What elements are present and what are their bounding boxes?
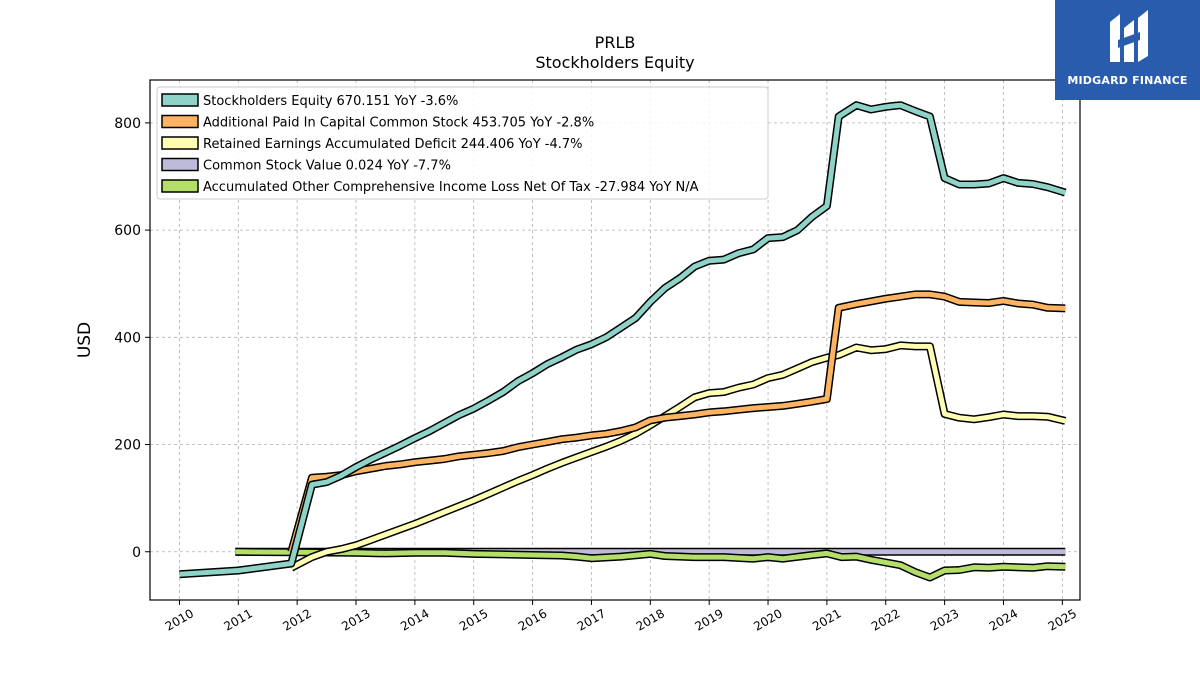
x-tick-label: 2020 xyxy=(751,606,784,633)
legend-swatch xyxy=(161,136,199,150)
y-tick-label: 600 xyxy=(114,223,141,239)
x-tick-label: 2018 xyxy=(634,606,667,633)
x-tick-label: 2011 xyxy=(222,606,255,633)
x-tick-label: 2015 xyxy=(457,606,490,633)
x-tick-label: 2014 xyxy=(398,606,431,633)
legend-label: Stockholders Equity 670.151 YoY -3.6% xyxy=(203,94,458,109)
x-tick-label: 2010 xyxy=(163,606,196,633)
series-layer xyxy=(179,101,1067,582)
legend-box xyxy=(156,86,769,200)
legend-swatch xyxy=(161,114,199,129)
legend-label: Additional Paid In Capital Common Stock … xyxy=(203,116,594,131)
legend-label: Common Stock Value 0.024 YoY -7.7% xyxy=(203,159,451,174)
y-tick-label: 800 xyxy=(114,116,141,132)
midgard-logo-icon xyxy=(1109,10,1148,62)
y-tick-label: 400 xyxy=(114,330,141,346)
legend-swatch xyxy=(161,157,199,172)
legend: Stockholders Equity 670.151 YoY -3.6% Add… xyxy=(156,86,769,200)
x-tick-label: 2013 xyxy=(339,606,372,633)
x-tick-label: 2024 xyxy=(987,606,1020,633)
legend-swatch xyxy=(161,179,199,193)
x-tick-label: 2016 xyxy=(516,606,549,633)
legend-label: Retained Earnings Accumulated Deficit 24… xyxy=(203,137,582,152)
x-tick-label: 2025 xyxy=(1046,606,1079,633)
x-tick-label: 2019 xyxy=(692,606,725,633)
x-tick-label: 2023 xyxy=(928,606,961,633)
y-axis-label: USD xyxy=(75,322,95,358)
brand-logo: MIDGARD FINANCE xyxy=(1055,0,1200,100)
plot-frame xyxy=(149,79,1081,601)
series-line-1 xyxy=(288,291,1066,553)
brand-name: MIDGARD FINANCE xyxy=(1067,74,1188,87)
legend-swatch xyxy=(161,93,199,107)
legend-label: Accumulated Other Comprehensive Income L… xyxy=(203,180,699,195)
x-tick-label: 2012 xyxy=(280,606,313,633)
y-tick-label: 0 xyxy=(132,545,141,561)
series-line-outline xyxy=(289,341,1067,572)
series-line-0 xyxy=(179,102,1067,577)
y-tick-label: 200 xyxy=(114,438,141,454)
chart-subtitle: Stockholders Equity xyxy=(535,53,694,72)
series-line-2 xyxy=(290,342,1066,571)
series-line-4 xyxy=(235,549,1066,580)
x-tick-label: 2022 xyxy=(869,606,902,633)
x-tick-label: 2017 xyxy=(575,606,608,633)
chart-title: PRLB xyxy=(595,33,636,52)
x-tick-label: 2021 xyxy=(810,606,843,633)
series-line-outline xyxy=(287,290,1066,553)
